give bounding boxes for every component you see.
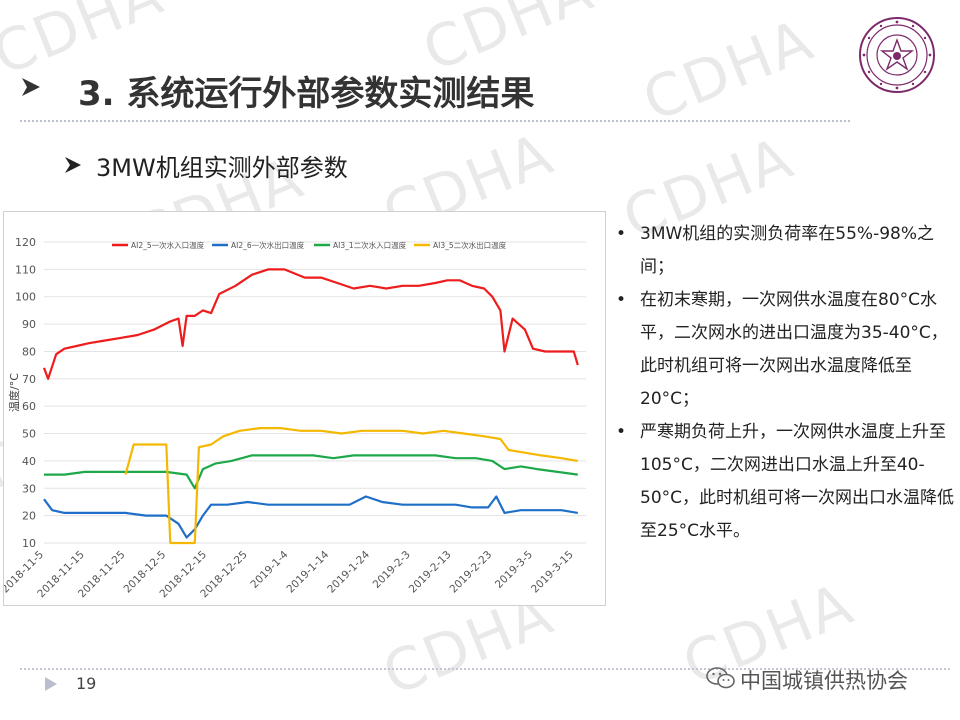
page-title: 3. 系统运行外部参数实测结果 bbox=[78, 74, 535, 114]
university-seal-icon bbox=[859, 17, 935, 93]
note-text: 3MW机组的实测负荷率在55%-98%之间； bbox=[640, 224, 934, 277]
chart-container: 10 20 30 40 50 60 70 80 90 100 110 120 2018-11-5 2018… bbox=[0, 211, 606, 606]
y-tick-label: 40 bbox=[22, 455, 36, 468]
title-divider bbox=[20, 120, 850, 122]
y-tick-label: 120 bbox=[15, 236, 36, 249]
wechat-icon bbox=[706, 667, 735, 689]
x-tick-label: 2019-1-24 bbox=[325, 548, 372, 595]
note-text: 在初末寒期，一次网供水温度在80°C水平，二次网水的进出口温度为35-40°C，… bbox=[640, 290, 948, 409]
note-item: • 严寒期负荷上升，一次网供水温度上升至105°C，二次网进出口水温上升至40-5… bbox=[612, 416, 957, 548]
series-line bbox=[43, 495, 578, 539]
x-tick-label: 2019-3-5 bbox=[493, 549, 535, 591]
title-row: 3. 系统运行外部参数实测结果 bbox=[20, 66, 860, 122]
x-tick-label: 2019-3-15 bbox=[529, 549, 576, 596]
y-tick-label: 30 bbox=[22, 482, 36, 495]
y-tick-label: 60 bbox=[22, 400, 36, 413]
y-tick-label: 100 bbox=[15, 291, 36, 304]
y-axis-label: 温度/°C bbox=[7, 373, 21, 412]
page-number: 19 bbox=[76, 674, 97, 693]
brand-name: 中国城镇供热协会 bbox=[740, 669, 908, 693]
y-tick-label: 80 bbox=[22, 345, 36, 358]
chevron-right-icon bbox=[22, 78, 40, 96]
temperature-line-chart: 1020304050607080901001101202018-11-52018… bbox=[0, 236, 586, 600]
note-item: • 3MW机组的实测负荷率在55%-98%之间； bbox=[612, 218, 957, 284]
series-line bbox=[44, 454, 578, 490]
y-tick-label: 110 bbox=[15, 263, 36, 276]
y-tick-label: 70 bbox=[22, 373, 36, 386]
x-tick-label: 2019-1-14 bbox=[284, 548, 331, 595]
bullet-dot: • bbox=[616, 290, 627, 310]
series-line bbox=[124, 427, 578, 545]
y-tick-label: 10 bbox=[22, 537, 36, 550]
x-tick-label: 2019-2-3 bbox=[371, 549, 413, 591]
x-tick-label: 2019-2-13 bbox=[407, 549, 454, 596]
bullet-dot: • bbox=[616, 224, 627, 244]
legend-label: AI3_5二次水出口温度 bbox=[433, 240, 507, 250]
y-tick-label: 50 bbox=[22, 428, 36, 441]
y-tick-label: 90 bbox=[22, 318, 36, 331]
legend-label: AI3_1二次水入口温度 bbox=[333, 240, 407, 250]
note-item: • 在初末寒期，一次网供水温度在80°C水平，二次网水的进出口温度为35-40°C… bbox=[612, 284, 957, 416]
chevron-right-icon bbox=[65, 157, 81, 173]
note-text: 严寒期负荷上升，一次网供水温度上升至105°C，二次网进出口水温上升至40-50… bbox=[640, 422, 955, 541]
x-tick-label: 2019-1-4 bbox=[248, 548, 290, 590]
section-subtitle: 3MW机组实测外部参数 bbox=[96, 154, 348, 182]
bullet-dot: • bbox=[616, 422, 627, 442]
footer-divider bbox=[20, 668, 950, 670]
series-line bbox=[42, 268, 579, 380]
notes-list: • 3MW机组的实测负荷率在55%-98%之间； • 在初末寒期，一次网供水温度在8… bbox=[612, 218, 957, 548]
page-arrow-icon bbox=[45, 677, 57, 691]
legend-label: AI2_6一次水出口温度 bbox=[231, 240, 305, 250]
x-tick-label: 2019-2-23 bbox=[447, 549, 494, 596]
y-tick-label: 20 bbox=[22, 510, 36, 523]
legend-label: AI2_5一次水入口温度 bbox=[131, 240, 205, 250]
